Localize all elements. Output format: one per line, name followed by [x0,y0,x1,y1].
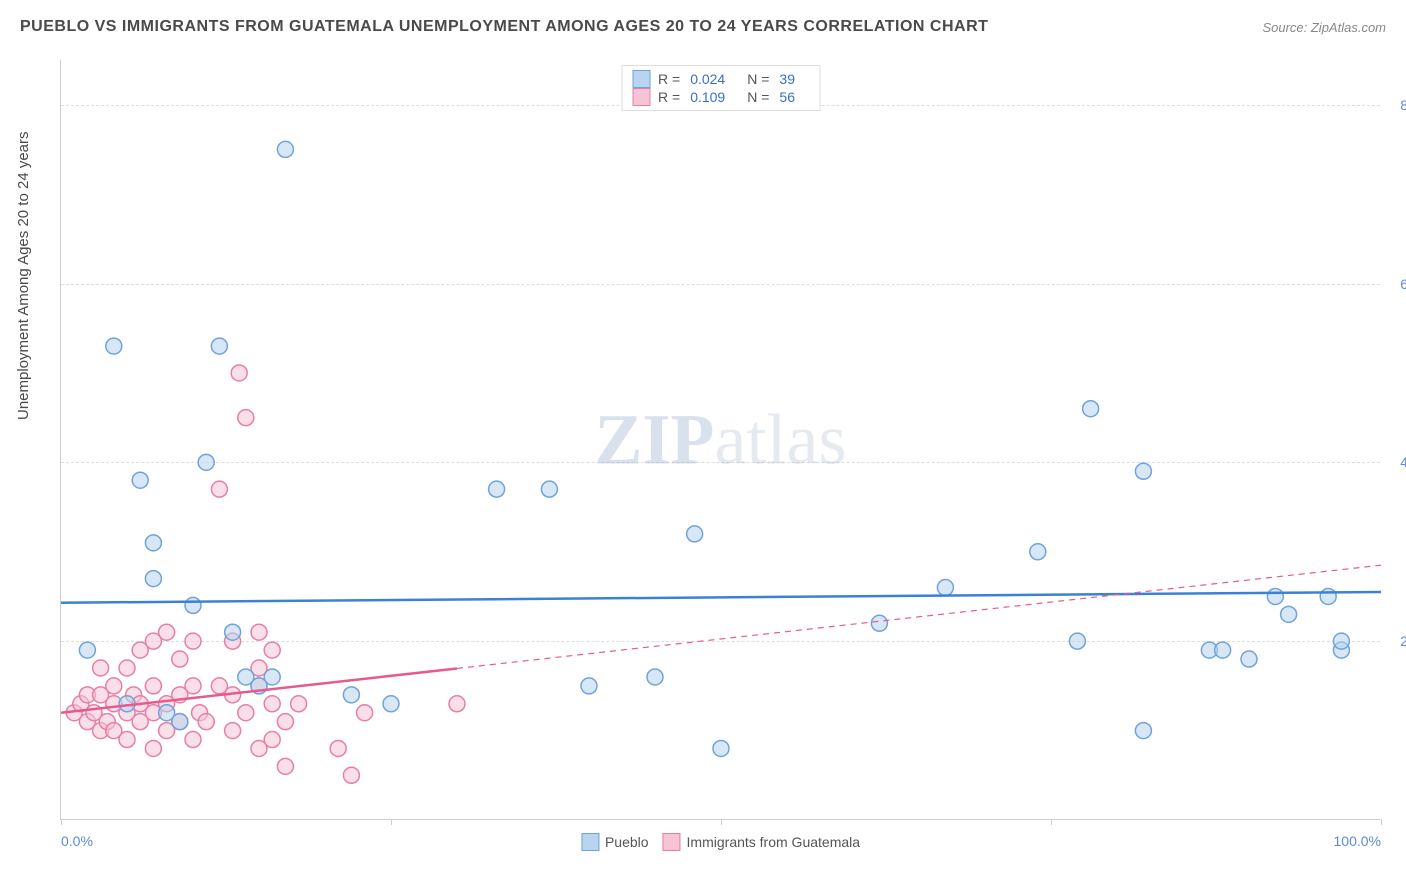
data-point [119,660,135,676]
source-label: Source: ZipAtlas.com [1262,20,1386,35]
data-point [871,615,887,631]
data-point [132,472,148,488]
data-point [277,758,293,774]
data-point [291,696,307,712]
data-point [119,732,135,748]
data-point [106,678,122,694]
legend-row-pueblo: R = 0.024 N = 39 [632,70,809,88]
data-point [1135,463,1151,479]
x-tick-label: 0.0% [61,833,93,849]
data-point [713,740,729,756]
x-tick-mark [1051,819,1052,825]
x-tick-mark [1381,819,1382,825]
r-label: R = [658,89,680,105]
data-point [1215,642,1231,658]
data-point [1333,633,1349,649]
data-point [449,696,465,712]
data-point [264,732,280,748]
y-axis-label: Unemployment Among Ages 20 to 24 years [15,131,32,420]
n-value-pueblo: 39 [779,71,795,87]
data-point [357,705,373,721]
data-point [343,767,359,783]
data-point [1030,544,1046,560]
legend-label-guatemala: Immigrants from Guatemala [687,834,861,850]
data-point [145,678,161,694]
data-point [159,624,175,640]
scatter-svg [61,60,1380,819]
data-point [1069,633,1085,649]
y-tick-label: 80.0% [1400,97,1406,113]
data-point [1267,588,1283,604]
data-point [277,141,293,157]
trend-line [61,592,1381,603]
series-legend: Pueblo Immigrants from Guatemala [581,833,860,851]
data-point [238,410,254,426]
data-point [581,678,597,694]
legend-item-guatemala: Immigrants from Guatemala [663,833,861,851]
r-label: R = [658,71,680,87]
data-point [264,696,280,712]
swatch-guatemala-bottom [663,833,681,851]
data-point [1281,606,1297,622]
data-point [489,481,505,497]
data-point [106,338,122,354]
swatch-pueblo [632,70,650,88]
data-point [198,454,214,470]
x-tick-mark [391,819,392,825]
data-point [251,624,267,640]
data-point [383,696,399,712]
y-tick-label: 20.0% [1400,633,1406,649]
data-point [231,365,247,381]
data-point [225,624,241,640]
data-point [1135,723,1151,739]
legend-row-guatemala: R = 0.109 N = 56 [632,88,809,106]
r-value-guatemala: 0.109 [690,89,725,105]
x-tick-mark [61,819,62,825]
swatch-pueblo-bottom [581,833,599,851]
data-point [937,580,953,596]
data-point [185,633,201,649]
data-point [1241,651,1257,667]
data-point [647,669,663,685]
data-point [1083,401,1099,417]
y-tick-label: 60.0% [1400,276,1406,292]
data-point [185,597,201,613]
data-point [145,740,161,756]
n-label: N = [747,71,769,87]
data-point [238,705,254,721]
data-point [225,723,241,739]
x-tick-mark [721,819,722,825]
data-point [277,714,293,730]
r-value-pueblo: 0.024 [690,71,725,87]
trend-line-dashed [457,565,1381,668]
legend-item-pueblo: Pueblo [581,833,649,851]
correlation-legend: R = 0.024 N = 39 R = 0.109 N = 56 [621,65,820,111]
x-tick-label: 100.0% [1334,833,1381,849]
chart-title: PUEBLO VS IMMIGRANTS FROM GUATEMALA UNEM… [20,18,988,36]
swatch-guatemala [632,88,650,106]
data-point [172,651,188,667]
data-point [198,714,214,730]
data-point [93,660,109,676]
data-point [264,642,280,658]
n-value-guatemala: 56 [779,89,795,105]
data-point [1320,588,1336,604]
y-tick-label: 40.0% [1400,454,1406,470]
chart-plot-area: ZIPatlas R = 0.024 N = 39 R = 0.109 N = … [60,60,1380,820]
data-point [185,732,201,748]
data-point [541,481,557,497]
data-point [330,740,346,756]
data-point [343,687,359,703]
n-label: N = [747,89,769,105]
data-point [145,535,161,551]
data-point [687,526,703,542]
data-point [79,642,95,658]
legend-label-pueblo: Pueblo [605,834,649,850]
data-point [145,571,161,587]
data-point [211,481,227,497]
data-point [172,714,188,730]
data-point [185,678,201,694]
data-point [211,338,227,354]
